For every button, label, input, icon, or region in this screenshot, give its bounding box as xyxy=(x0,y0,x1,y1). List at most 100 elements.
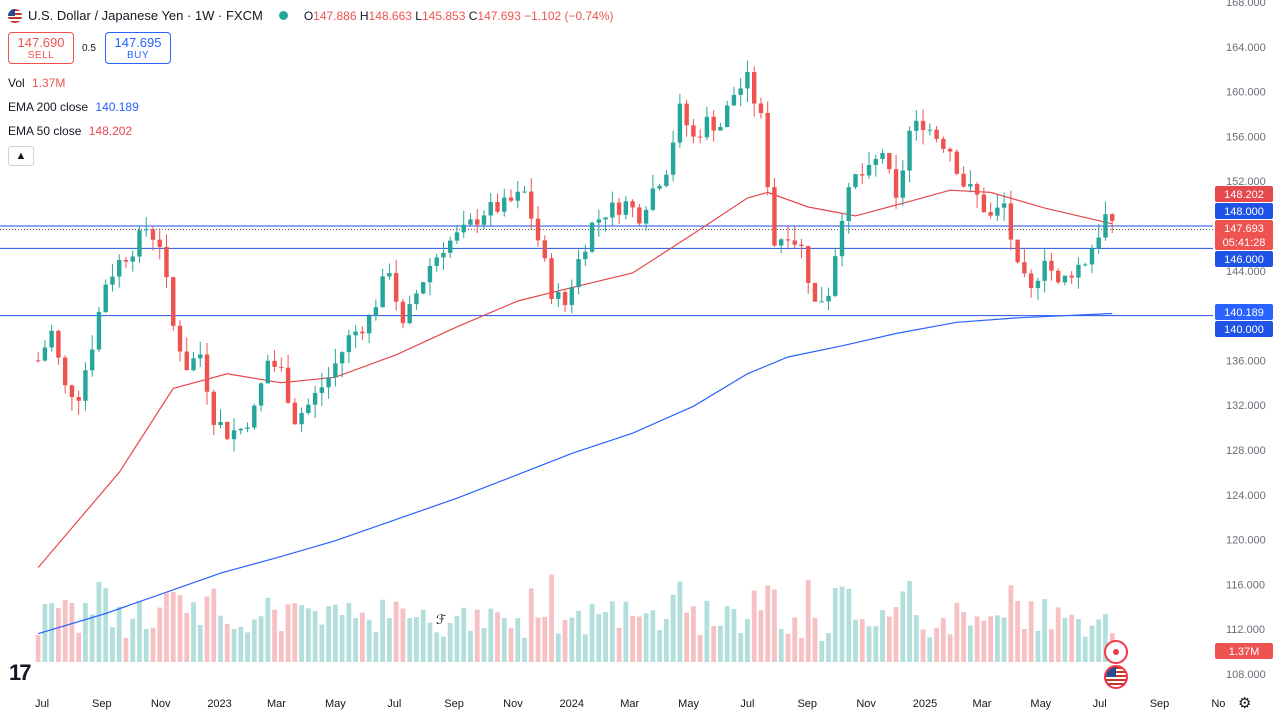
candle-body xyxy=(360,331,365,334)
volume-bar xyxy=(332,604,338,662)
volume-bar xyxy=(245,632,250,662)
volume-bar xyxy=(387,617,392,662)
candle-body xyxy=(779,239,784,246)
fire-icon: ℱ xyxy=(436,612,447,627)
candle-body xyxy=(299,413,304,425)
candle-body xyxy=(751,72,757,104)
candle-body xyxy=(366,316,372,334)
candle-body xyxy=(1089,248,1095,265)
volume-bar xyxy=(299,605,304,662)
sell-button[interactable]: 147.690 SELL xyxy=(8,32,74,64)
candle-body xyxy=(1103,214,1108,238)
volume-bar xyxy=(359,612,365,662)
volume-bar xyxy=(137,601,142,662)
volume-bar xyxy=(218,615,223,662)
volume-bar xyxy=(292,603,298,662)
x-tick-label: Nov xyxy=(856,698,876,710)
volume-bar xyxy=(630,615,635,662)
volume-bar xyxy=(143,628,149,662)
candle-body xyxy=(177,325,183,352)
volume-bar xyxy=(56,608,61,662)
candle-body xyxy=(731,94,737,106)
gear-icon[interactable]: ⚙ xyxy=(1238,695,1252,712)
price-axis: 168.000 164.000 160.000 156.000 152.000 144.0… xyxy=(1213,0,1282,690)
volume-bar xyxy=(954,602,960,662)
candle-body xyxy=(995,207,1000,216)
candle-body xyxy=(765,113,770,188)
candle-body xyxy=(535,218,541,241)
change-value: −1.102 (−0.74%) xyxy=(524,8,614,23)
volume-bar xyxy=(724,606,730,662)
volume-bar xyxy=(434,632,440,662)
volume-bar xyxy=(731,609,737,662)
currency-flag-badge-icon[interactable] xyxy=(1104,665,1128,689)
tradingview-logo[interactable]: 17 xyxy=(9,660,32,685)
candle-body xyxy=(252,405,257,428)
buy-button[interactable]: 147.695 BUY xyxy=(105,32,171,64)
candle-body xyxy=(880,152,885,160)
ema50-value: 148.202 xyxy=(88,124,133,138)
x-tick-label: Jul xyxy=(387,698,401,710)
ema50-legend[interactable]: EMA 50 close 148.202 xyxy=(8,124,132,138)
candle-body xyxy=(198,354,203,359)
x-tick-label: 2024 xyxy=(560,698,584,710)
symbol-title[interactable]: U.S. Dollar / Japanese Yen · 1W · FXCM xyxy=(28,8,263,23)
candle-body xyxy=(819,301,824,303)
volume-bar xyxy=(677,581,683,662)
volume-bar xyxy=(596,614,602,662)
volume-bar xyxy=(380,599,386,662)
volume-bar xyxy=(812,617,818,662)
volume-bar xyxy=(907,580,912,662)
candle-body xyxy=(123,259,129,262)
volume-bar xyxy=(515,618,521,662)
candle-body xyxy=(772,187,777,246)
price-label-text: 148.202 xyxy=(1224,189,1264,201)
candle-body xyxy=(319,387,325,393)
candle-body xyxy=(961,173,966,187)
candle-body xyxy=(204,354,210,392)
candle-body xyxy=(475,219,480,225)
candle-body xyxy=(258,383,264,406)
y-tick-label: 152.000 xyxy=(1226,176,1266,188)
candle-body xyxy=(1076,264,1081,278)
volume-bar xyxy=(272,609,277,662)
x-tick-label: No xyxy=(1211,698,1225,710)
volume-legend[interactable]: Vol 1.37M xyxy=(8,76,65,90)
volume-bar xyxy=(643,613,649,662)
candle-body xyxy=(583,251,588,260)
volume-bar xyxy=(697,634,703,662)
volume-bar xyxy=(42,603,48,662)
volume-bar xyxy=(177,595,183,662)
candle-body xyxy=(718,127,723,131)
symbol-header: U.S. Dollar / Japanese Yen · 1W · FXCM O… xyxy=(8,8,614,23)
volume-bar xyxy=(934,627,939,662)
candle-body xyxy=(846,187,851,221)
candle-body xyxy=(1028,273,1034,289)
x-tick-label: Sep xyxy=(797,698,817,710)
price-label-text: 148.000 xyxy=(1224,206,1264,218)
x-tick-label: Sep xyxy=(1150,698,1170,710)
price-label-box xyxy=(1215,186,1273,202)
volume-bar xyxy=(832,588,838,662)
candle-body xyxy=(738,88,743,95)
volume-bar xyxy=(684,612,690,662)
volume-bar xyxy=(353,618,359,662)
price-label-box xyxy=(1215,220,1273,250)
alert-badge-icon[interactable] xyxy=(1104,640,1128,664)
ema200-legend[interactable]: EMA 200 close 140.189 xyxy=(8,100,139,114)
candle-body xyxy=(1082,264,1088,266)
collapse-legend-button[interactable]: ▲ xyxy=(8,146,34,166)
price-label-box xyxy=(1215,251,1273,267)
volume-bar xyxy=(481,628,487,662)
volume-bar xyxy=(873,626,879,662)
candle-body xyxy=(616,202,622,215)
candle-body xyxy=(157,239,162,247)
chevron-up-icon: ▲ xyxy=(15,150,27,162)
candle-body xyxy=(110,276,115,285)
candle-body xyxy=(927,129,933,131)
candle-body xyxy=(1035,280,1041,289)
volume-bar xyxy=(1069,614,1075,662)
x-tick-label: Mar xyxy=(972,698,991,710)
volume-bar xyxy=(663,619,669,662)
